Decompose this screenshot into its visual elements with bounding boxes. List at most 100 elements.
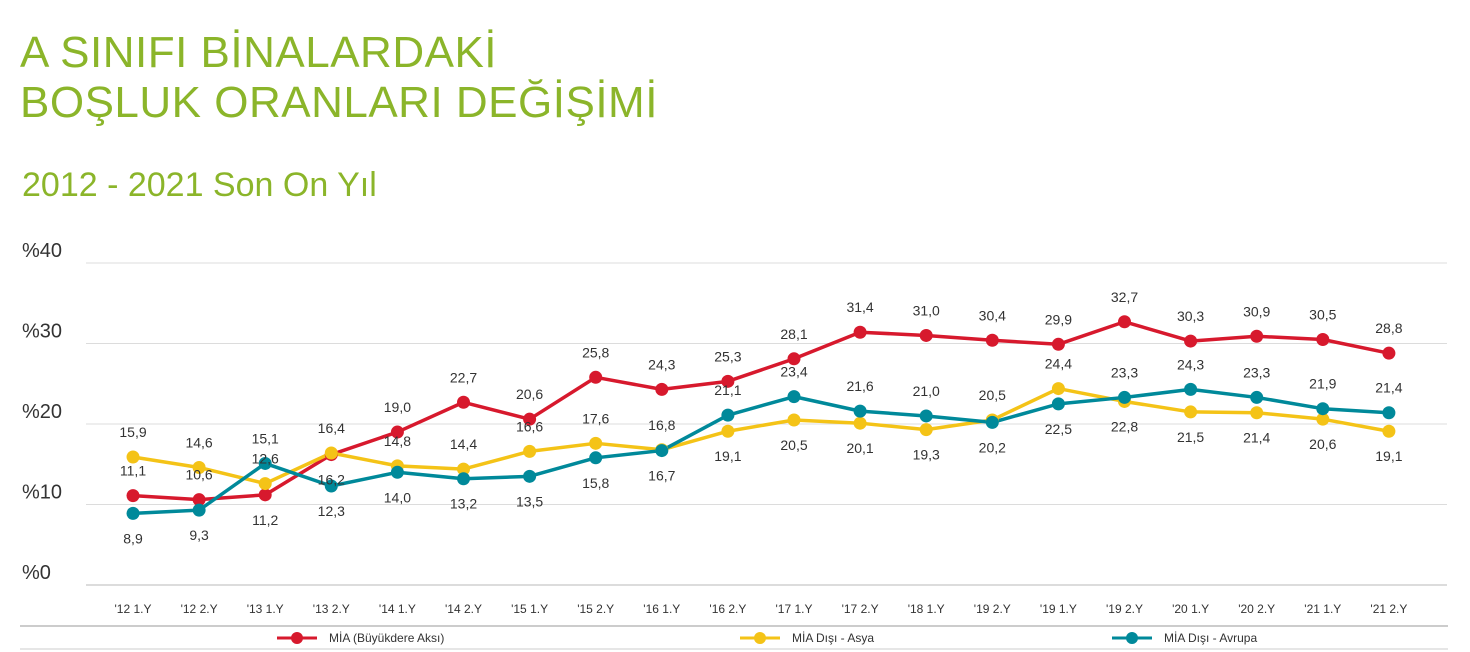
y-tick-label: %10 — [22, 482, 62, 504]
data-point — [324, 479, 338, 493]
legend-label: MİA Dışı - Asya — [792, 631, 874, 645]
data-label: 30,9 — [1243, 303, 1270, 319]
data-point — [655, 444, 669, 458]
data-point — [258, 477, 272, 491]
data-point — [1250, 390, 1264, 404]
data-label: 14,4 — [450, 436, 477, 452]
data-label: 14,6 — [185, 434, 212, 450]
data-label: 21,6 — [846, 378, 873, 394]
series-line — [132, 320, 1390, 502]
title-line-2: BOŞLUK ORANLARI DEĞİŞİMİ — [20, 78, 658, 127]
legend-label: MİA Dışı - Avrupa — [1164, 631, 1257, 645]
data-point — [1316, 412, 1330, 426]
x-tick-label: '15 2.Y — [577, 602, 614, 616]
series-line — [132, 386, 1390, 486]
data-label: 16,6 — [516, 418, 543, 434]
data-point — [390, 425, 404, 439]
data-label: 19,3 — [913, 447, 940, 463]
data-label: 30,5 — [1309, 306, 1336, 322]
x-tick-label: '14 1.Y — [379, 602, 416, 616]
data-point — [919, 409, 933, 423]
x-tick-label: '13 2.Y — [313, 602, 350, 616]
data-point — [1051, 337, 1065, 351]
data-point — [126, 450, 140, 464]
data-label: 21,5 — [1177, 429, 1204, 445]
x-tick-label: '19 2.Y — [1106, 602, 1143, 616]
data-label: 28,8 — [1375, 320, 1402, 336]
x-tick-label: '20 1.Y — [1172, 602, 1209, 616]
x-tick-label: '21 1.Y — [1304, 602, 1341, 616]
data-label: 22,7 — [450, 369, 477, 385]
data-point — [853, 325, 867, 339]
data-point — [853, 416, 867, 430]
data-point — [589, 436, 603, 450]
legend-swatch-marker — [1126, 632, 1138, 644]
x-tick-label: '14 2.Y — [445, 602, 482, 616]
data-label: 21,4 — [1243, 430, 1270, 446]
data-point — [258, 456, 272, 470]
data-label: 31,4 — [846, 299, 873, 315]
data-point — [853, 404, 867, 418]
series-line — [132, 387, 1390, 516]
data-label: 14,8 — [384, 433, 411, 449]
data-label: 8,9 — [123, 530, 143, 546]
y-tick-label: %0 — [22, 562, 51, 584]
data-label: 30,3 — [1177, 308, 1204, 324]
x-tick-label: '13 1.Y — [247, 602, 284, 616]
data-point — [1184, 382, 1198, 396]
data-point — [457, 462, 470, 476]
data-label: 24,3 — [648, 356, 675, 372]
data-label: 19,1 — [1375, 448, 1402, 464]
data-label: 30,4 — [979, 307, 1006, 323]
data-point — [721, 408, 735, 422]
data-point — [1184, 334, 1198, 348]
data-point — [721, 374, 735, 388]
data-label: 23,4 — [780, 364, 807, 380]
y-tick-label: %40 — [22, 240, 62, 262]
data-point — [523, 412, 537, 426]
data-point — [1382, 346, 1396, 360]
data-point — [324, 446, 338, 460]
data-label: 17,6 — [582, 410, 609, 426]
data-label: 16,4 — [318, 420, 345, 436]
data-label: 28,1 — [780, 326, 807, 342]
x-tick-label: '17 1.Y — [776, 602, 813, 616]
data-point — [589, 370, 603, 384]
data-label: 20,5 — [780, 437, 807, 453]
data-point — [589, 451, 603, 465]
data-point — [1184, 405, 1198, 419]
data-point — [192, 493, 206, 507]
x-tick-label: '12 1.Y — [115, 602, 152, 616]
data-label: 20,1 — [846, 440, 873, 456]
data-label: 20,6 — [1309, 436, 1336, 452]
data-label: 20,5 — [979, 387, 1006, 403]
data-label: 15,9 — [119, 424, 146, 440]
data-label: 23,3 — [1243, 364, 1270, 380]
chart-title: A SINIFI BİNALARDAKİ BOŞLUK ORANLARI DEĞ… — [20, 28, 658, 128]
data-label: 16,8 — [648, 417, 675, 433]
data-label: 22,5 — [1045, 421, 1072, 437]
data-label: 19,0 — [384, 399, 411, 415]
data-label: 25,3 — [714, 348, 741, 364]
data-label: 24,4 — [1045, 356, 1072, 372]
data-point — [1051, 397, 1065, 411]
x-tick-label: '19 2.Y — [974, 602, 1011, 616]
data-label: 13,2 — [450, 496, 477, 512]
data-label: 25,8 — [582, 344, 609, 360]
data-point — [1250, 329, 1264, 343]
x-tick-label: '12 2.Y — [181, 602, 218, 616]
data-label: 31,0 — [913, 302, 940, 318]
data-point — [126, 489, 140, 503]
legend-label: MİA (Büyükdere Aksı) — [329, 631, 444, 645]
data-label: 12,6 — [252, 451, 279, 467]
data-label: 16,7 — [648, 468, 675, 484]
data-label: 20,2 — [979, 439, 1006, 455]
data-label: 15,8 — [582, 475, 609, 491]
data-label: 23,3 — [1111, 364, 1138, 380]
data-point — [126, 506, 140, 520]
data-label: 24,3 — [1177, 356, 1204, 372]
y-tick-label: %30 — [22, 321, 62, 343]
data-point — [787, 413, 801, 427]
data-point — [985, 415, 999, 429]
data-point — [523, 469, 537, 483]
